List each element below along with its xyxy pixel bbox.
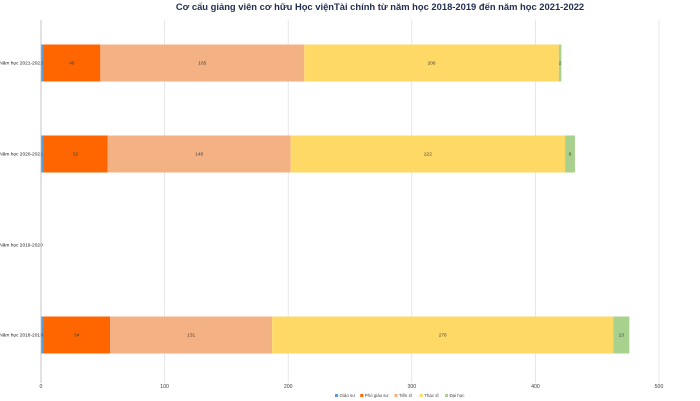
data-label: 52: [73, 152, 79, 158]
category-label: Năm học 2021-2022: [0, 61, 43, 67]
data-label: 165: [198, 61, 206, 67]
legend-label: Thạc sĩ: [424, 393, 439, 398]
data-label: 222: [424, 152, 432, 158]
data-label: 148: [195, 152, 203, 158]
legend-label: Đại học: [450, 393, 466, 398]
legend: Giáo sư Phó giáo sư Tiến sĩ Thạc sĩ Đại học: [335, 393, 465, 398]
legend-swatch: [335, 394, 338, 397]
category-label: Năm học 2019-2020: [0, 243, 43, 249]
category-label: Năm học 2018-2019: [0, 333, 43, 339]
bars-layer: [41, 44, 630, 354]
legend-swatch: [360, 394, 364, 397]
x-tick-label: 400: [531, 384, 540, 390]
data-label: 54: [74, 333, 80, 339]
data-label: 8: [569, 152, 572, 158]
data-label: 206: [428, 61, 436, 67]
bar-segment: [100, 44, 305, 82]
bar-segment: [107, 135, 291, 173]
legend-swatch: [419, 394, 423, 397]
legend-swatch: [445, 394, 448, 397]
bar-segment: [43, 316, 111, 354]
chart-title: Cơ cấu giảng viên cơ hữu Học việnTài chí…: [176, 1, 584, 12]
data-label: 46: [69, 61, 75, 67]
x-tick-label: 300: [407, 384, 416, 390]
data-label: 2: [559, 61, 562, 67]
x-tick-label: 200: [284, 384, 293, 390]
data-label: 131: [187, 333, 195, 339]
labels-layer: 46 165 206 2 52 148 222 8 54 131 276 13: [69, 61, 624, 339]
legend-swatch: [394, 394, 398, 397]
bar-segment: [41, 316, 44, 354]
data-label: 13: [619, 333, 625, 339]
bar-segment: [41, 135, 44, 173]
bar-segment: [304, 44, 559, 82]
bar-segment: [43, 44, 101, 82]
x-tick-label: 500: [655, 384, 664, 390]
bar-segment: [41, 44, 44, 82]
x-tick-label: 0: [40, 384, 43, 390]
data-label: 276: [439, 333, 447, 339]
category-label: Năm học 2020-2021: [0, 152, 43, 158]
x-axis: 0 100 200 300 400 500: [40, 20, 664, 390]
bar-segment: [43, 135, 108, 173]
legend-label: Tiến sĩ: [399, 393, 413, 398]
categories-layer: Năm học 2021-2022 Năm học 2020-2021 Năm họ…: [0, 61, 43, 339]
bar-segment: [613, 316, 630, 354]
bar-segment: [110, 316, 273, 354]
x-tick-label: 100: [160, 384, 169, 390]
bar-segment: [272, 316, 614, 354]
legend-label: Phó giáo sư: [365, 393, 389, 398]
bar-segment: [290, 135, 566, 173]
bar-segment: [565, 135, 575, 173]
legend-label: Giáo sư: [340, 393, 356, 398]
bar-segment: [558, 44, 562, 82]
